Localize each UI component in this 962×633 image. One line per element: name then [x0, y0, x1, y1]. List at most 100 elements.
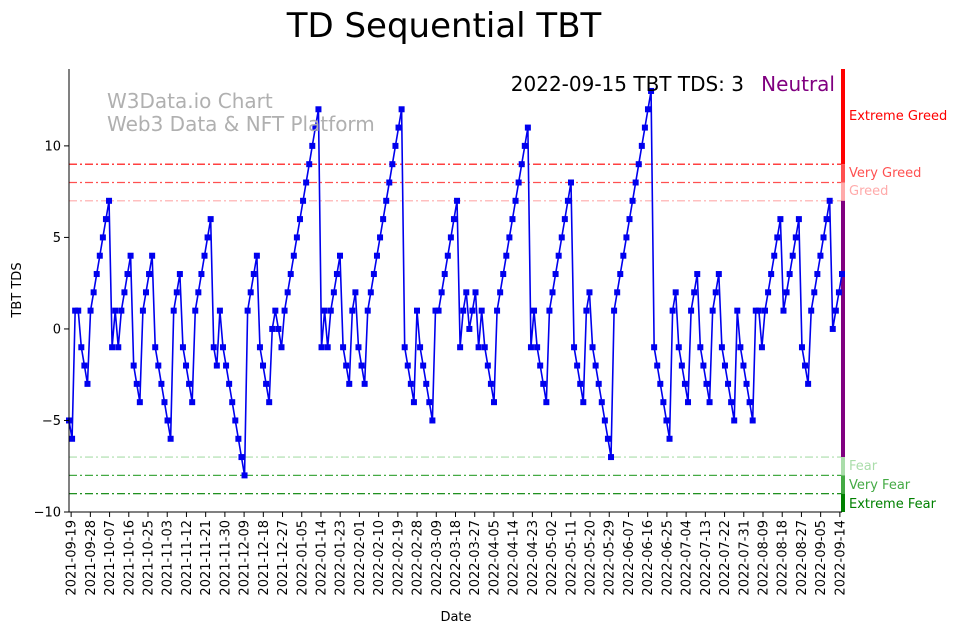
zone-sidebar [841, 69, 845, 512]
data-point [432, 307, 439, 314]
data-point [783, 289, 790, 296]
data-point [688, 307, 695, 314]
data-point [497, 289, 504, 296]
data-point [601, 417, 608, 424]
data-point [490, 399, 497, 406]
data-point [481, 344, 488, 351]
data-point [629, 197, 636, 204]
data-point [577, 380, 584, 387]
data-point [527, 344, 534, 351]
zone-bar-segment-1 [841, 164, 845, 183]
x-tick-label: 2022-09-05 [814, 520, 829, 596]
data-point [623, 234, 630, 241]
data-point [540, 380, 547, 387]
data-point [407, 380, 414, 387]
data-point [210, 344, 217, 351]
zone-label-1: Very Greed [849, 166, 921, 181]
x-tick-label: 2022-01-05 [295, 520, 310, 596]
data-point [420, 362, 427, 369]
data-point [478, 307, 485, 314]
data-point [386, 179, 393, 186]
data-point [269, 325, 276, 332]
data-point [423, 380, 430, 387]
data-point [417, 344, 424, 351]
data-point [632, 179, 639, 186]
data-point [718, 344, 725, 351]
data-point [706, 399, 713, 406]
data-point [118, 307, 125, 314]
data-point [389, 161, 396, 168]
data-point [663, 417, 670, 424]
data-point [139, 307, 146, 314]
data-point [235, 435, 242, 442]
data-point [309, 142, 316, 149]
data-point [69, 435, 76, 442]
data-point [444, 252, 451, 259]
data-point [395, 124, 402, 131]
data-point [312, 124, 319, 131]
y-axis-ticks: −10 −5 0 5 10 [34, 139, 69, 521]
y-tick-label: −10 [34, 506, 61, 521]
data-point [786, 271, 793, 278]
data-point [604, 435, 611, 442]
data-point [377, 234, 384, 241]
data-point [826, 197, 833, 204]
data-point [201, 252, 208, 259]
data-point [574, 362, 581, 369]
data-point [75, 307, 82, 314]
data-point [749, 417, 756, 424]
x-tick-label: 2022-07-04 [680, 520, 695, 596]
x-tick-label: 2022-08-09 [756, 520, 771, 596]
data-point [90, 289, 97, 296]
data-point [583, 307, 590, 314]
headline-date-value: 2022-09-15 TBT TDS: 3 [511, 72, 744, 96]
data-point [755, 307, 762, 314]
data-point [112, 307, 119, 314]
data-point [472, 289, 479, 296]
x-tick-label: 2022-06-16 [641, 520, 656, 596]
x-tick-label: 2021-12-09 [238, 520, 253, 596]
x-tick-label: 2022-09-14 [833, 520, 848, 596]
data-point [429, 417, 436, 424]
x-axis-label: Date [440, 610, 471, 625]
data-point [318, 344, 325, 351]
x-tick-label: 2022-05-29 [603, 520, 618, 596]
data-point [392, 142, 399, 149]
data-point [521, 142, 528, 149]
data-point [340, 344, 347, 351]
data-point [792, 234, 799, 241]
data-point [142, 289, 149, 296]
data-point [829, 325, 836, 332]
x-tick-label: 2021-11-12 [180, 520, 195, 596]
data-point [475, 344, 482, 351]
x-tick-label: 2022-03-27 [468, 520, 483, 596]
data-point [183, 362, 190, 369]
x-tick-label: 2022-01-23 [334, 520, 349, 596]
data-point [703, 380, 710, 387]
data-point [370, 271, 377, 278]
data-point [635, 161, 642, 168]
data-point [383, 197, 390, 204]
data-point [106, 197, 113, 204]
data-point [660, 399, 667, 406]
data-point [762, 307, 769, 314]
x-tick-label: 2021-10-07 [103, 520, 118, 596]
data-point [543, 399, 550, 406]
data-point [398, 106, 405, 113]
data-point [549, 289, 556, 296]
data-point [580, 399, 587, 406]
data-point [327, 307, 334, 314]
x-tick-label: 2021-10-25 [142, 520, 157, 596]
data-point [84, 380, 91, 387]
zone-bar-segment-4 [841, 457, 845, 476]
data-point [795, 216, 802, 223]
data-point [121, 289, 128, 296]
data-point [691, 289, 698, 296]
data-point [774, 234, 781, 241]
data-point [213, 362, 220, 369]
data-point [768, 271, 775, 278]
data-point [814, 271, 821, 278]
data-point [204, 234, 211, 241]
data-point [355, 344, 362, 351]
data-point [367, 289, 374, 296]
